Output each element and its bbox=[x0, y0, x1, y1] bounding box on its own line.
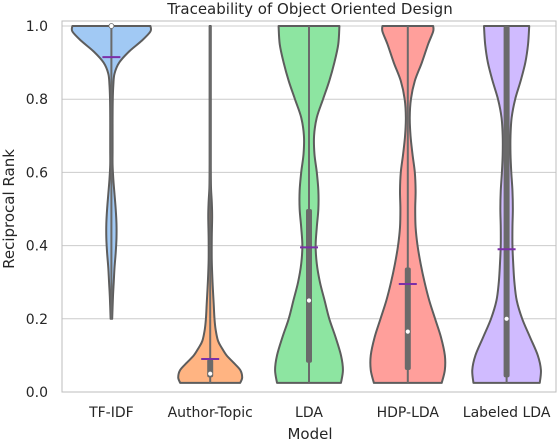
x-tick-label: TF-IDF bbox=[88, 405, 134, 421]
y-axis-label: Reciprocal Rank bbox=[0, 149, 18, 269]
violin-iqr-box bbox=[306, 209, 312, 363]
violin-layer bbox=[70, 23, 542, 384]
violin-group-hdp-lda bbox=[369, 25, 447, 384]
y-tick-label: 0.0 bbox=[26, 385, 48, 401]
violin-group-author-topic bbox=[177, 25, 244, 384]
x-tick-labels: TF-IDF Author-Topic LDA HDP-LDA Labeled LDA bbox=[88, 405, 551, 421]
y-tick-label: 0.4 bbox=[26, 239, 48, 255]
violin-median-point bbox=[503, 315, 510, 322]
y-tick-label: 0.8 bbox=[26, 92, 48, 108]
x-tick-label: HDP-LDA bbox=[377, 405, 440, 421]
violin-iqr-box bbox=[404, 267, 411, 371]
y-tick-label: 1.0 bbox=[26, 19, 48, 35]
y-tick-labels: 0.0 0.2 0.4 0.6 0.8 1.0 bbox=[26, 19, 48, 401]
violin-median-point bbox=[108, 23, 115, 29]
violin-median-point bbox=[404, 328, 411, 335]
x-tick-label: Author-Topic bbox=[168, 405, 253, 421]
y-tick-label: 0.2 bbox=[26, 312, 48, 328]
chart-title: Traceability of Object Oriented Design bbox=[166, 0, 452, 18]
violin-group-lda bbox=[274, 25, 344, 384]
violin-group-labeled-lda bbox=[471, 25, 542, 384]
violin-iqr-box bbox=[503, 26, 510, 378]
x-axis-label: Model bbox=[287, 425, 332, 440]
violin-median-point bbox=[306, 297, 312, 304]
violin-median-point bbox=[207, 370, 214, 377]
x-tick-label: LDA bbox=[295, 405, 323, 421]
y-tick-label: 0.6 bbox=[26, 165, 48, 181]
x-tick-label: Labeled LDA bbox=[463, 405, 551, 421]
violin-group-tf-idf bbox=[70, 23, 153, 320]
plot-frame bbox=[61, 20, 557, 393]
